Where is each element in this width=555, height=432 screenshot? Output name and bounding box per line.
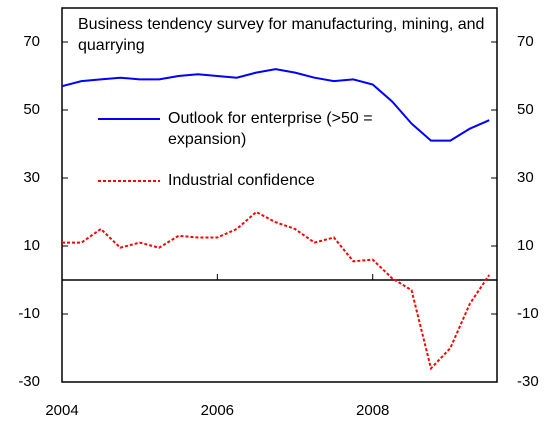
y2-tick-label: 30 bbox=[517, 169, 534, 186]
y2-tick-label: -30 bbox=[517, 373, 539, 390]
series-line bbox=[61, 68, 490, 142]
y-tick-label: 70 bbox=[23, 33, 40, 50]
plot-frame bbox=[61, 7, 498, 383]
legend-label: Industrial confidence bbox=[168, 172, 315, 189]
y2-tick-label: 70 bbox=[517, 33, 534, 50]
y-tick-label: -10 bbox=[18, 305, 40, 322]
y-tick-label: 30 bbox=[23, 169, 40, 186]
y2-tick-label: 50 bbox=[517, 101, 534, 118]
y-tick-label: 50 bbox=[23, 101, 40, 118]
legend-label: Outlook for enterprise (>50 = expansion) bbox=[168, 110, 373, 148]
x-tick-label: 2008 bbox=[356, 402, 389, 419]
y-tick-label: 10 bbox=[23, 237, 40, 254]
x-tick-label: 2004 bbox=[45, 402, 78, 419]
y2-tick-label: 10 bbox=[517, 237, 534, 254]
y-tick-label: -30 bbox=[18, 373, 40, 390]
chart-title: Business tendency survey for manufacturi… bbox=[78, 16, 485, 54]
series-line bbox=[62, 210, 491, 371]
x-tick-label: 2006 bbox=[201, 402, 234, 419]
y2-tick-label: -10 bbox=[517, 305, 539, 322]
